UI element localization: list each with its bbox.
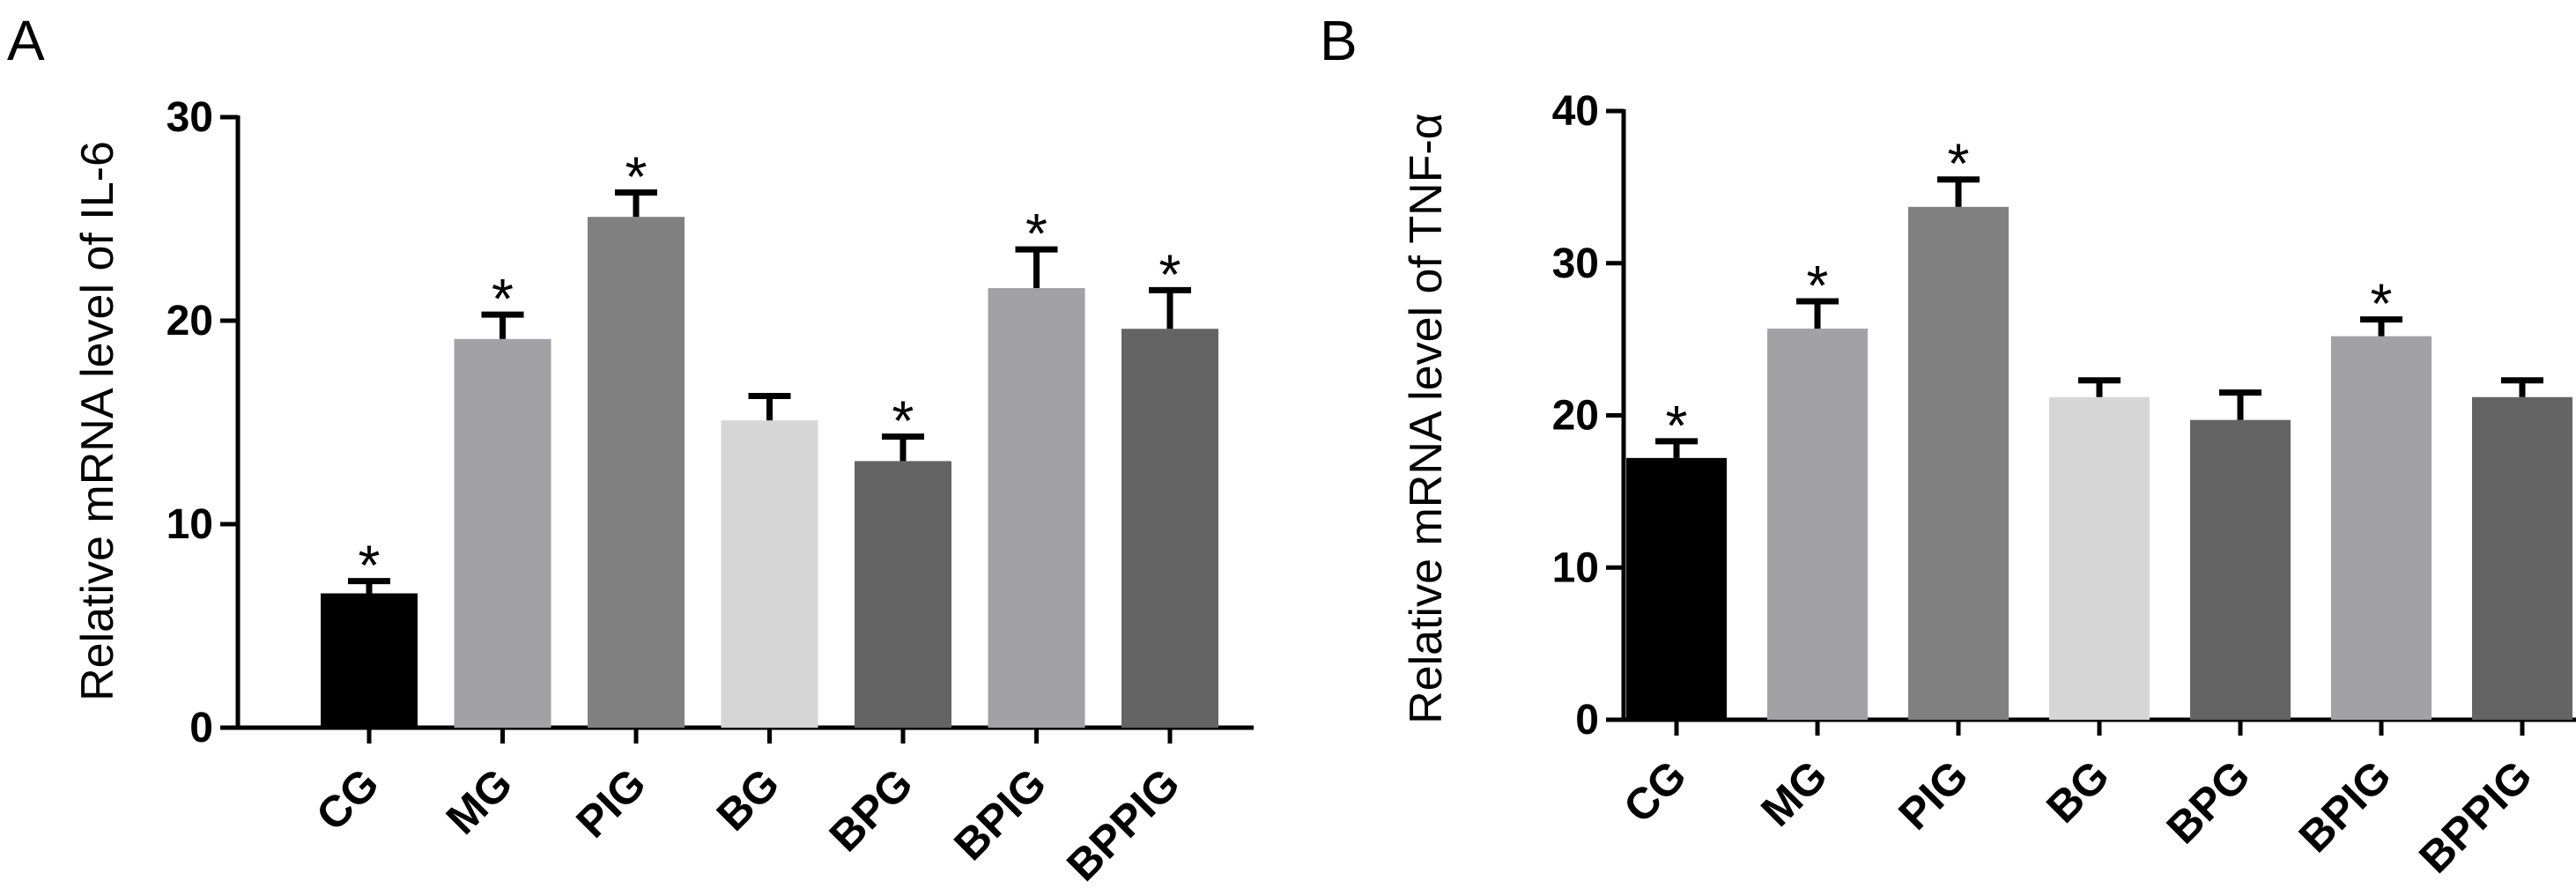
significance-star: * (359, 534, 381, 597)
bar (2472, 396, 2572, 720)
bar (2190, 419, 2291, 720)
significance-star: * (492, 267, 514, 330)
significance-star: * (1159, 242, 1181, 306)
y-tick-label: 30 (167, 94, 213, 141)
y-axis-title: Relative mRNA level of IL-6 (72, 141, 123, 701)
y-tick-label: 40 (1552, 88, 1599, 135)
y-tick-label: 0 (189, 705, 213, 751)
x-category-label: CG (1614, 751, 1696, 832)
y-tick-label: 0 (1575, 697, 1599, 744)
x-category-label: BPG (820, 758, 922, 861)
x-category-label: BPPIG (1057, 758, 1189, 888)
x-category-label: BPIG (2290, 751, 2401, 862)
bar (2331, 336, 2432, 720)
y-tick-label: 20 (1552, 393, 1599, 440)
y-tick-label: 10 (167, 501, 213, 548)
bar (1626, 457, 1727, 720)
bar (721, 420, 818, 728)
bar (1767, 329, 1868, 720)
panel-label: A (7, 9, 45, 72)
significance-star: * (625, 144, 648, 208)
bar (855, 461, 951, 728)
y-axis-title: Relative mRNA level of TNF-α (1401, 113, 1452, 724)
x-category-label: BG (707, 758, 789, 840)
significance-star: * (1807, 254, 1829, 317)
x-category-label: CG (307, 758, 389, 840)
x-category-label: MG (1751, 751, 1837, 836)
significance-star: * (892, 389, 914, 453)
x-category-label: BPPIG (2409, 751, 2542, 883)
bar (454, 338, 551, 728)
bar (1908, 206, 2009, 720)
x-category-label: BG (2037, 751, 2119, 832)
x-category-label: PIG (1889, 751, 1978, 840)
panel-b-tnf-chart: B Relative mRNA level of TNF-α 0 10 20 30 40 * C… (1320, 9, 2576, 883)
y-tick-label: 10 (1552, 544, 1599, 591)
significance-star: * (1948, 132, 1970, 196)
x-category-label: PIG (566, 758, 655, 847)
x-category-label: BPIG (944, 758, 1055, 870)
y-tick-label: 20 (167, 298, 213, 344)
significance-star: * (2371, 272, 2393, 336)
panel-a-il6-chart: A Relative mRNA level of IL-6 0 10 20 30 * CG * M… (7, 9, 1254, 888)
y-tick-label: 30 (1552, 240, 1599, 287)
panel-label: B (1320, 9, 1358, 72)
bar (321, 593, 418, 728)
x-category-label: BPG (2158, 751, 2260, 853)
x-category-label: MG (437, 758, 522, 844)
bar (588, 217, 685, 728)
significance-star: * (1025, 202, 1047, 265)
significance-star: * (1666, 394, 1688, 457)
bar (1121, 329, 1218, 728)
bar (988, 288, 1085, 728)
bar (2049, 396, 2150, 720)
